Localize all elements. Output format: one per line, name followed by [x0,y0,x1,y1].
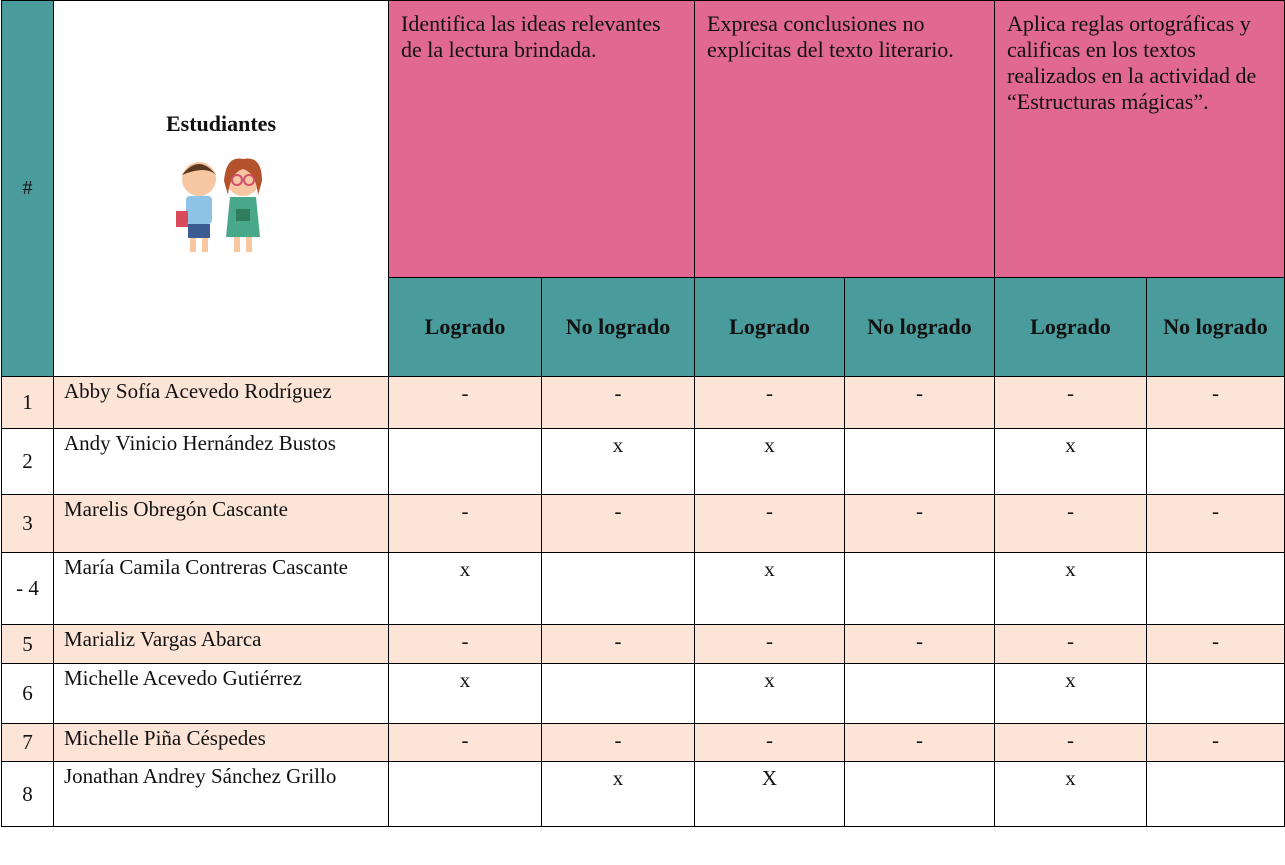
mark-cell: - [541,624,695,664]
student-name: Marializ Vargas Abarca [53,624,389,664]
mark-cell [844,552,995,625]
row-number: 1 [1,376,54,429]
mark-cell [1145,552,1285,625]
mark-cell: x [694,663,845,724]
student-name: Andy Vinicio Hernández Bustos [53,428,389,495]
student-name: Michelle Acevedo Gutiérrez [53,663,389,724]
mark-cell: x [388,552,542,625]
mark-cell: - [694,494,845,553]
mark-cell: - [844,624,995,664]
achieved-header: Logrado [694,277,845,377]
mark-cell [1145,761,1285,827]
mark-cell: - [844,494,995,553]
mark-cell: x [994,428,1147,495]
mark-cell: - [1145,376,1285,429]
mark-cell: x [541,761,695,827]
mark-cell: - [1145,624,1285,664]
mark-cell: x [994,761,1147,827]
table-body: 1 Abby Sofía Acevedo Rodríguez - - - - - -2 Andy… [1,376,1285,827]
student-name: Michelle Piña Céspedes [53,723,389,762]
mark-cell: x [694,552,845,625]
mark-cell [844,761,995,827]
row-number: 5 [1,624,54,664]
mark-cell: - [388,376,542,429]
mark-cell: - [994,624,1147,664]
mark-cell: - [844,723,995,762]
row-number: 8 [1,761,54,827]
criterion-header: Identifica las ideas relevantes de la le… [388,0,695,278]
mark-cell [388,428,542,495]
mark-cell: x [694,428,845,495]
student-row: 3 Marelis Obregón Cascante - - - - - - [1,494,1285,553]
row-number: - 4 [1,552,54,625]
mark-cell: x [541,428,695,495]
achieved-header: Logrado [994,277,1147,377]
header-row: # Estudiantes Identifica las ideas relev… [1,0,1285,377]
row-number: 6 [1,663,54,724]
students-header: Estudiantes [53,0,389,377]
mark-cell [541,552,695,625]
mark-cell: - [994,723,1147,762]
criterion-header: Aplica reglas ortográficas y calificas e… [993,0,1285,278]
mark-cell: - [844,376,995,429]
student-name: Marelis Obregón Cascante [53,494,389,553]
student-row: 6 Michelle Acevedo Gutiérrez x x x [1,663,1285,724]
mark-cell: - [388,723,542,762]
student-name: Abby Sofía Acevedo Rodríguez [53,376,389,429]
mark-cell: - [388,494,542,553]
achieved-header: Logrado [388,277,542,377]
mark-cell [541,663,695,724]
mark-cell [1145,428,1285,495]
mark-cell: - [694,376,845,429]
student-name: Jonathan Andrey Sánchez Grillo [53,761,389,827]
evaluation-table: # Estudiantes Identifica las ideas relev… [1,0,1285,827]
mark-cell [388,761,542,827]
mark-cell [844,428,995,495]
mark-cell: - [1145,494,1285,553]
mark-cell: x [388,663,542,724]
row-number: 3 [1,494,54,553]
mark-cell: - [388,624,542,664]
student-row: 7 Michelle Piña Céspedes - - - - - - [1,723,1285,762]
student-name: María Camila Contreras Cascante [53,552,389,625]
mark-cell: - [1145,723,1285,762]
mark-cell: x [994,552,1147,625]
subheader-row: Logrado No logrado Logrado No logrado Lograd… [2,277,1285,377]
mark-cell [844,663,995,724]
criterion-header: Expresa conclusiones no explícitas del t… [694,0,995,278]
mark-cell: - [994,494,1147,553]
mark-cell: - [994,376,1147,429]
not-achieved-header: No logrado [541,277,695,377]
mark-cell: - [694,624,845,664]
not-achieved-header: No logrado [1145,277,1285,377]
mark-cell: - [541,494,695,553]
students-label: Estudiantes [165,110,277,136]
row-number: 7 [1,723,54,762]
number-header: # [1,0,54,377]
mark-cell: - [541,376,695,429]
mark-cell: - [541,723,695,762]
mark-cell: x [994,663,1147,724]
student-row: - 4 María Camila Contreras Cascante x x x [1,552,1285,625]
kids-illustration [176,157,262,252]
row-number: 2 [1,428,54,495]
student-row: 5 Marializ Vargas Abarca - - - - - - [1,624,1285,664]
mark-cell: - [694,723,845,762]
mark-cell [1145,663,1285,724]
student-row: 2 Andy Vinicio Hernández Bustos x x x [1,428,1285,495]
mark-cell: X [694,761,845,827]
table-header: # Estudiantes Identifica las ideas relev… [1,0,1285,377]
not-achieved-header: No logrado [844,277,995,377]
student-row: 1 Abby Sofía Acevedo Rodríguez - - - - - - [1,376,1285,429]
